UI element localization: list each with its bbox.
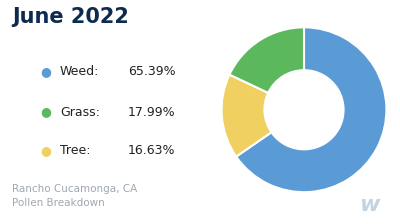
Text: Rancho Cucamonga, CA
Pollen Breakdown: Rancho Cucamonga, CA Pollen Breakdown: [12, 184, 137, 209]
Text: 16.63%: 16.63%: [128, 144, 176, 157]
Wedge shape: [236, 27, 386, 192]
Text: ●: ●: [40, 65, 51, 78]
Text: w: w: [360, 195, 380, 215]
Text: 17.99%: 17.99%: [128, 106, 176, 118]
Text: Tree:: Tree:: [60, 144, 90, 157]
Text: Grass:: Grass:: [60, 106, 100, 118]
Text: ●: ●: [40, 106, 51, 118]
Text: 65.39%: 65.39%: [128, 65, 176, 78]
Wedge shape: [230, 27, 304, 93]
Text: ●: ●: [40, 144, 51, 157]
Text: Weed:: Weed:: [60, 65, 99, 78]
Wedge shape: [222, 75, 272, 157]
Text: June 2022: June 2022: [12, 7, 129, 27]
